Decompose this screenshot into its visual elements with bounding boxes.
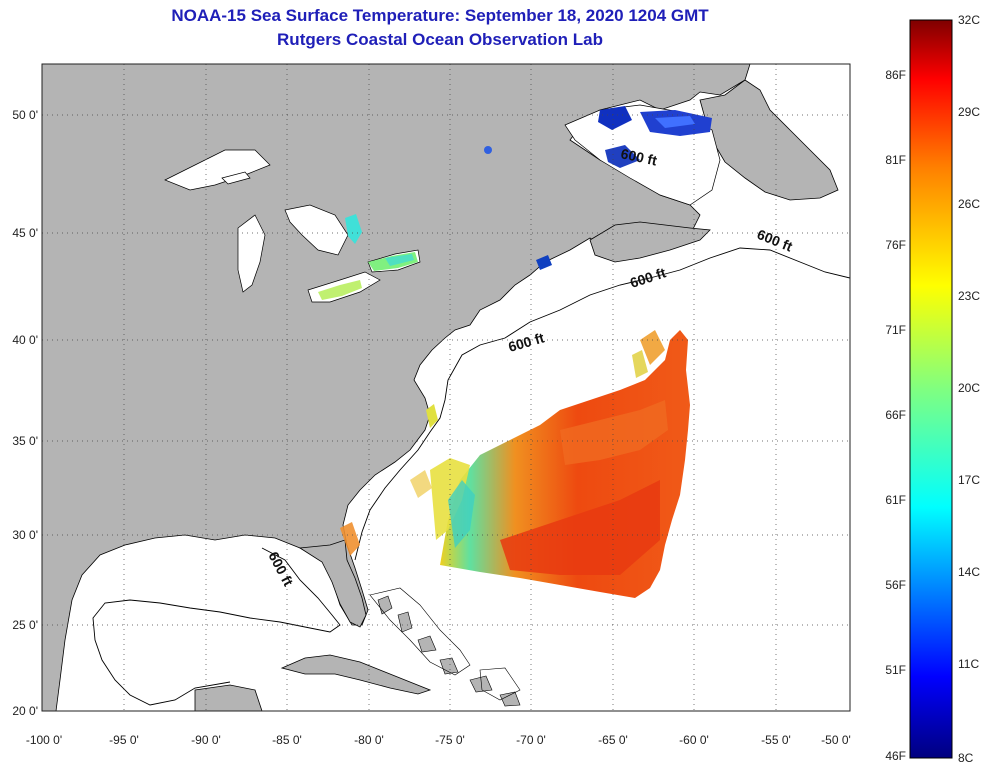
colorbar-celsius-label: 29C <box>958 105 980 119</box>
lon-tick: -70 0' <box>516 733 546 747</box>
lon-tick: -90 0' <box>191 733 221 747</box>
land-newfoundland <box>699 79 839 201</box>
colorbar-celsius-label: 23C <box>958 289 980 303</box>
colorbar-fahrenheit-label: 76F <box>885 238 906 252</box>
colorbar-fahrenheit-labels: 86F 81F 76F 71F 66F 61F 56F 51F 46F <box>885 68 906 763</box>
lat-tick: 50 0' <box>12 108 38 122</box>
atlantic-600ft-contour <box>354 247 850 561</box>
colorbar-fahrenheit-label: 51F <box>885 663 906 677</box>
lat-tick: 25 0' <box>12 618 38 632</box>
lat-tick: 40 0' <box>12 333 38 347</box>
land-bahamas <box>377 595 521 707</box>
colorbar-celsius-label: 17C <box>958 473 980 487</box>
colorbar-fahrenheit-label: 86F <box>885 68 906 82</box>
lon-tick: -100 0' <box>26 733 62 747</box>
lon-tick: -65 0' <box>598 733 628 747</box>
colorbar-fahrenheit-label: 66F <box>885 408 906 422</box>
lon-tick: -80 0' <box>354 733 384 747</box>
lake-sst-patches <box>318 214 418 300</box>
colorbar <box>909 19 953 759</box>
land-nova-scotia <box>589 221 711 263</box>
colorbar-celsius-label: 11C <box>958 657 979 671</box>
lon-tick-labels: -100 0' -95 0' -90 0' -85 0' -80 0' -75 … <box>26 733 851 747</box>
lon-tick: -60 0' <box>679 733 709 747</box>
colorbar-celsius-labels: 32C 29C 26C 23C 20C 17C 14C 11C 8C <box>958 13 980 765</box>
map-subtitle: Rutgers Coastal Ocean Observation Lab <box>277 30 603 49</box>
bahamas-banks <box>369 587 521 701</box>
contour-label-gulf-stlawrence: 600 ft <box>619 145 658 168</box>
colorbar-celsius-label: 8C <box>958 751 974 765</box>
colorbar-celsius-label: 14C <box>958 565 980 579</box>
lon-tick: -55 0' <box>761 733 791 747</box>
colorbar-fahrenheit-label: 56F <box>885 578 906 592</box>
sst-data-swath <box>340 330 690 598</box>
lat-tick-labels: 50 0' 45 0' 40 0' 35 0' 30 0' 25 0' 20 0… <box>12 108 38 718</box>
lon-tick: -50 0' <box>821 733 851 747</box>
land-north-america <box>42 64 751 711</box>
colorbar-fahrenheit-label: 81F <box>885 153 906 167</box>
lon-tick: -85 0' <box>272 733 302 747</box>
gulf-600ft-contour <box>92 547 341 706</box>
colorbar-celsius-label: 32C <box>958 13 980 27</box>
colorbar-fahrenheit-label: 46F <box>885 749 906 763</box>
lon-tick: -75 0' <box>435 733 465 747</box>
lon-tick: -95 0' <box>109 733 139 747</box>
land-cuba <box>280 654 432 695</box>
lat-tick: 20 0' <box>12 704 38 718</box>
colorbar-fahrenheit-label: 71F <box>885 323 906 337</box>
map-title: NOAA-15 Sea Surface Temperature: Septemb… <box>171 6 709 25</box>
colorbar-celsius-label: 20C <box>958 381 980 395</box>
lat-tick: 30 0' <box>12 528 38 542</box>
lat-tick: 35 0' <box>12 434 38 448</box>
map-frame <box>41 63 851 712</box>
colorbar-celsius-label: 26C <box>958 197 980 211</box>
colorbar-fahrenheit-label: 61F <box>885 493 906 507</box>
land-yucatan <box>194 684 263 711</box>
lat-tick: 45 0' <box>12 226 38 240</box>
